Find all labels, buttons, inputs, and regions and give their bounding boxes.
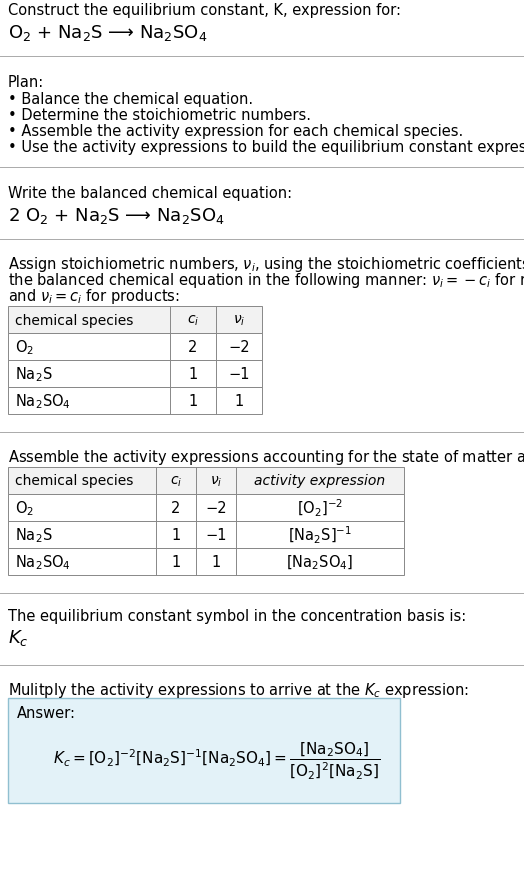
Bar xyxy=(8,494,404,521)
Text: Na$_2$S: Na$_2$S xyxy=(15,365,52,384)
Bar xyxy=(8,388,262,415)
Text: 2: 2 xyxy=(188,340,198,355)
FancyBboxPatch shape xyxy=(8,698,400,803)
Text: O$_2$ + Na$_2$S ⟶ Na$_2$SO$_4$: O$_2$ + Na$_2$S ⟶ Na$_2$SO$_4$ xyxy=(8,23,208,43)
Text: $\nu_i$: $\nu_i$ xyxy=(210,474,222,488)
Text: • Use the activity expressions to build the equilibrium constant expression.: • Use the activity expressions to build … xyxy=(8,139,524,155)
Text: Answer:: Answer: xyxy=(17,705,76,721)
Text: $\nu_i$: $\nu_i$ xyxy=(233,313,245,327)
Text: 1: 1 xyxy=(171,527,181,543)
Bar xyxy=(8,360,262,388)
Text: 2 O$_2$ + Na$_2$S ⟶ Na$_2$SO$_4$: 2 O$_2$ + Na$_2$S ⟶ Na$_2$SO$_4$ xyxy=(8,206,225,226)
Text: O$_2$: O$_2$ xyxy=(15,338,34,357)
Text: 1: 1 xyxy=(188,367,198,382)
Text: Assemble the activity expressions accounting for the state of matter and $\nu_i$: Assemble the activity expressions accoun… xyxy=(8,448,524,467)
Bar xyxy=(8,521,404,548)
Text: $c_i$: $c_i$ xyxy=(170,474,182,488)
Text: 1: 1 xyxy=(188,393,198,409)
Text: 1: 1 xyxy=(171,554,181,569)
Text: activity expression: activity expression xyxy=(255,474,386,488)
Text: Write the balanced chemical equation:: Write the balanced chemical equation: xyxy=(8,186,292,201)
Text: 1: 1 xyxy=(211,554,221,569)
Text: Na$_2$SO$_4$: Na$_2$SO$_4$ xyxy=(15,552,71,571)
Text: 1: 1 xyxy=(234,393,244,409)
Text: • Assemble the activity expression for each chemical species.: • Assemble the activity expression for e… xyxy=(8,124,463,139)
Text: −1: −1 xyxy=(205,527,227,543)
Text: The equilibrium constant symbol in the concentration basis is:: The equilibrium constant symbol in the c… xyxy=(8,608,466,623)
Text: Na$_2$SO$_4$: Na$_2$SO$_4$ xyxy=(15,392,71,410)
Bar xyxy=(8,307,262,333)
Text: the balanced chemical equation in the following manner: $\nu_i = -c_i$ for react: the balanced chemical equation in the fo… xyxy=(8,271,524,290)
Text: $[\mathrm{O_2}]^{-2}$: $[\mathrm{O_2}]^{-2}$ xyxy=(297,497,343,519)
Text: and $\nu_i = c_i$ for products:: and $\nu_i = c_i$ for products: xyxy=(8,287,180,306)
Text: 2: 2 xyxy=(171,501,181,516)
Text: chemical species: chemical species xyxy=(15,313,134,327)
Text: Na$_2$S: Na$_2$S xyxy=(15,526,52,544)
Text: $K_c$: $K_c$ xyxy=(8,628,29,647)
Bar xyxy=(8,333,262,360)
Bar xyxy=(8,548,404,576)
Text: • Determine the stoichiometric numbers.: • Determine the stoichiometric numbers. xyxy=(8,108,311,122)
Text: O$_2$: O$_2$ xyxy=(15,499,34,518)
Text: chemical species: chemical species xyxy=(15,474,134,488)
Text: Mulitply the activity expressions to arrive at the $K_c$ expression:: Mulitply the activity expressions to arr… xyxy=(8,680,469,699)
Text: Construct the equilibrium constant, K, expression for:: Construct the equilibrium constant, K, e… xyxy=(8,3,401,18)
Bar xyxy=(8,468,404,494)
Text: $K_c = [\mathrm{O_2}]^{-2}[\mathrm{Na_2S}]^{-1}[\mathrm{Na_2SO_4}] = \dfrac{[\ma: $K_c = [\mathrm{O_2}]^{-2}[\mathrm{Na_2S… xyxy=(53,739,380,780)
Text: $[\mathrm{Na_2S}]^{-1}$: $[\mathrm{Na_2S}]^{-1}$ xyxy=(288,525,352,545)
Text: −2: −2 xyxy=(228,340,250,355)
Text: Assign stoichiometric numbers, $\nu_i$, using the stoichiometric coefficients, $: Assign stoichiometric numbers, $\nu_i$, … xyxy=(8,255,524,274)
Text: −2: −2 xyxy=(205,501,227,516)
Text: −1: −1 xyxy=(228,367,250,382)
Text: Plan:: Plan: xyxy=(8,75,44,90)
Text: $c_i$: $c_i$ xyxy=(187,313,199,327)
Text: • Balance the chemical equation.: • Balance the chemical equation. xyxy=(8,92,253,107)
Text: $[\mathrm{Na_2SO_4}]$: $[\mathrm{Na_2SO_4}]$ xyxy=(287,552,354,571)
